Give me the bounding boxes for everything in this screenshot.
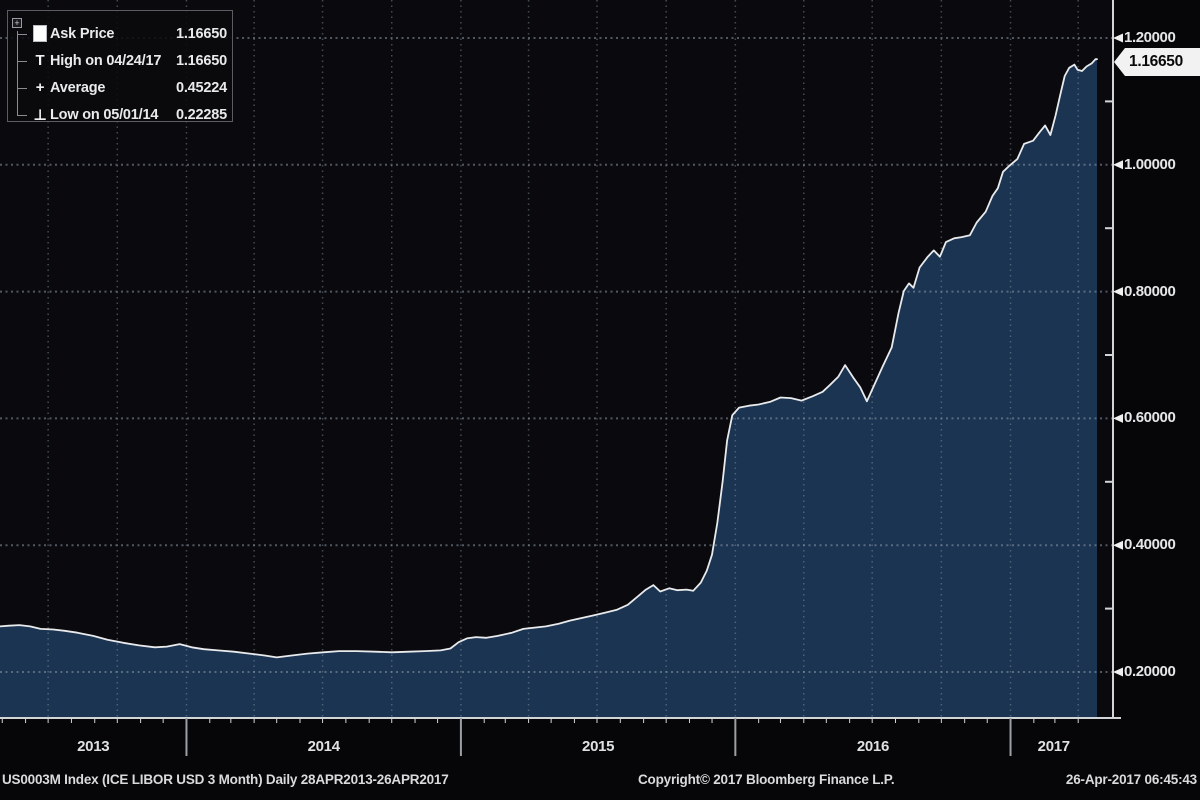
legend-tree-line <box>17 31 18 115</box>
average-marker-icon: + <box>35 79 45 96</box>
status-bar: US0003M Index (ICE LIBOR USD 3 Month) Da… <box>0 769 1200 793</box>
chart-legend: + Ask Price 1.16650 T High on 04/24/17 1… <box>7 10 233 124</box>
low-marker-icon: ⊥ <box>33 106 47 124</box>
legend-row-high[interactable]: T High on 04/24/17 1.16650 <box>30 47 228 74</box>
x-axis-year-label: 2015 <box>582 738 615 755</box>
high-marker-icon: T <box>35 52 45 69</box>
legend-value: 1.16650 <box>175 25 227 42</box>
legend-label: Average <box>50 79 106 96</box>
legend-label: Low on 05/01/14 <box>50 106 159 123</box>
y-axis-tick-label: 1.00000 <box>1124 155 1176 173</box>
y-axis-tick-label: 1.20000 <box>1124 29 1176 46</box>
x-axis-year-label: 2013 <box>77 738 110 755</box>
y-axis-tick-label: 0.60000 <box>1124 409 1176 427</box>
legend-collapse-icon[interactable]: + <box>12 18 22 28</box>
legend-label: Ask Price <box>50 25 115 42</box>
timestamp: 26-Apr-2017 06:45:43 <box>1065 772 1197 787</box>
security-description: US0003M Index (ICE LIBOR USD 3 Month) Da… <box>2 772 449 787</box>
y-axis-tick-label: 0.20000 <box>1124 663 1176 680</box>
y-axis-tick-label: 0.40000 <box>1124 536 1176 554</box>
x-axis-year-label: 2017 <box>1037 738 1070 755</box>
y-axis-tick-label: 0.80000 <box>1124 282 1176 300</box>
x-axis-year-label: 2016 <box>856 738 890 755</box>
legend-row-ask-price[interactable]: Ask Price 1.16650 <box>30 20 227 47</box>
legend-value: 0.45224 <box>175 79 227 96</box>
legend-row-low[interactable]: ⊥ Low on 05/01/14 0.22285 <box>30 101 227 128</box>
series-swatch-icon <box>30 25 50 43</box>
last-price-tag: 1.16650 <box>1114 48 1200 76</box>
legend-label: High on 04/24/17 <box>50 52 162 69</box>
legend-value: 0.22285 <box>175 106 227 123</box>
legend-row-average[interactable]: + Average 0.45224 <box>30 74 227 101</box>
legend-value: 1.16650 <box>175 52 227 69</box>
copyright-text: Copyright© 2017 Bloomberg Finance L.P. <box>638 772 895 787</box>
x-axis-year-label: 2014 <box>307 738 340 755</box>
